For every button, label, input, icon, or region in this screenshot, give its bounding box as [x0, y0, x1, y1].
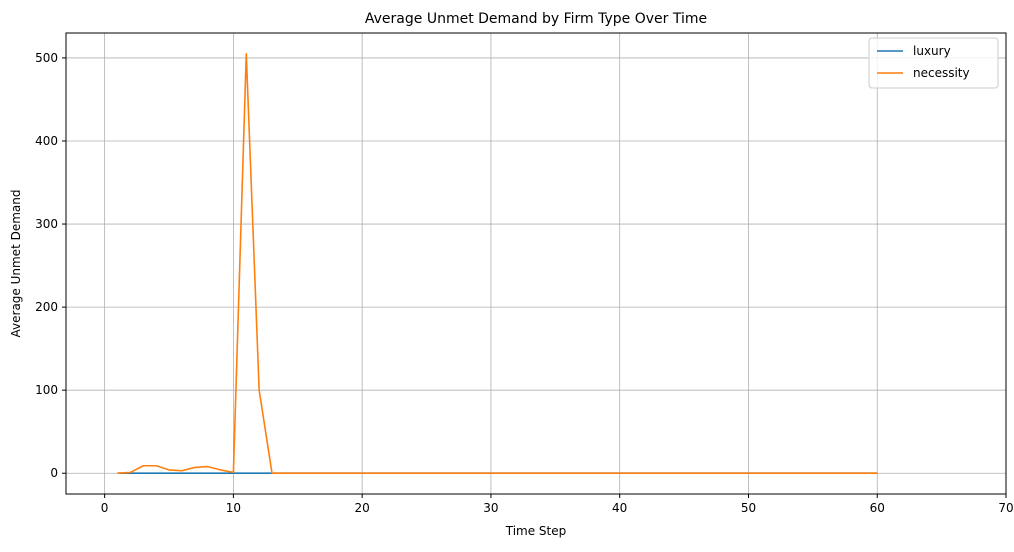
x-tick-label: 60 — [870, 501, 885, 515]
plot-area-frame — [65, 32, 1007, 495]
y-tick-label: 400 — [35, 134, 58, 148]
x-tick-label: 40 — [612, 501, 627, 515]
chart-title: Average Unmet Demand by Firm Type Over T… — [365, 11, 707, 27]
legend-label-necessity: necessity — [913, 66, 970, 80]
y-tick-label: 100 — [35, 383, 58, 397]
grid-lines — [66, 33, 1007, 494]
y-tick-label: 0 — [50, 466, 58, 480]
axis-ticks: 0 10 20 30 40 50 60 70 0 100 200 300 400 500 — [35, 51, 1014, 515]
x-tick-label: 10 — [226, 501, 241, 515]
y-tick-label: 300 — [35, 217, 58, 231]
x-tick-label: 50 — [741, 501, 756, 515]
x-tick-label: 20 — [355, 501, 370, 515]
y-axis-label: Average Unmet Demand — [9, 190, 23, 338]
legend-label-luxury: luxury — [913, 44, 951, 58]
series-lines — [117, 52, 878, 475]
y-tick-label: 200 — [35, 300, 58, 314]
x-tick-label: 30 — [483, 501, 498, 515]
x-tick-label: 70 — [998, 501, 1013, 515]
x-axis-label: Time Step — [505, 524, 567, 538]
series-line-necessity — [117, 52, 878, 475]
x-tick-label: 0 — [101, 501, 109, 515]
legend: luxury necessity — [868, 37, 999, 89]
y-tick-label: 500 — [35, 51, 58, 65]
